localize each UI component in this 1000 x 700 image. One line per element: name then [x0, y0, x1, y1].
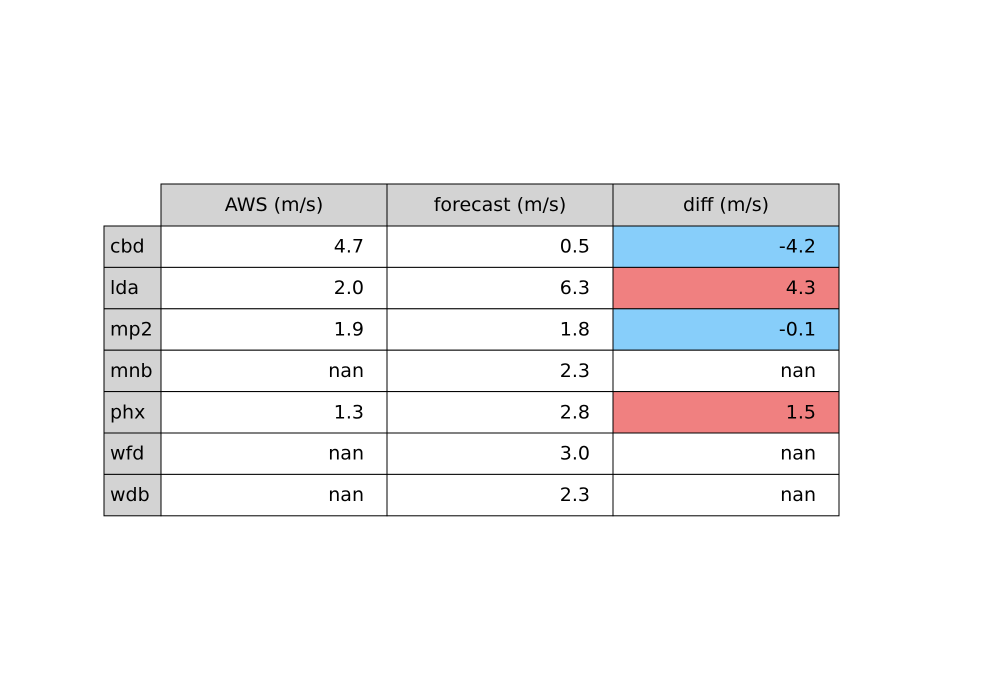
- column-header-label: forecast (m/s): [434, 194, 567, 216]
- column-header-cell: [386, 183, 614, 227]
- cell-value: 1.5: [786, 401, 816, 423]
- cell-value: 6.3: [560, 277, 590, 299]
- diff-cell: [612, 391, 840, 434]
- diff-cell: [612, 266, 840, 310]
- table-cell: [386, 308, 614, 351]
- row-label-cell: [103, 308, 162, 351]
- column-header-label: AWS (m/s): [225, 194, 323, 216]
- row-label: wdb: [110, 484, 150, 506]
- cell-value: 1.9: [334, 319, 364, 341]
- cell-value: -0.1: [779, 319, 816, 341]
- cell-value: 2.3: [560, 484, 590, 506]
- table-cell: [160, 432, 388, 475]
- table-cell: [160, 391, 388, 434]
- row-label-cell: [103, 391, 162, 434]
- cell-value: 2.3: [560, 360, 590, 382]
- row-label-cell: [103, 473, 162, 517]
- cell-value: nan: [328, 360, 364, 382]
- table-cell: [386, 266, 614, 310]
- cell-value: nan: [780, 443, 816, 465]
- diff-cell: [612, 349, 840, 393]
- diff-cell: [612, 473, 840, 517]
- cell-value: -4.2: [779, 236, 816, 258]
- cell-value: 4.3: [786, 277, 816, 299]
- diff-cell: [612, 432, 840, 475]
- cell-value: nan: [328, 484, 364, 506]
- column-header-label: diff (m/s): [683, 194, 769, 216]
- cell-value: 3.0: [560, 443, 590, 465]
- cell-value: 2.8: [560, 401, 590, 423]
- cell-value: nan: [780, 360, 816, 382]
- column-header-cell: [160, 183, 388, 227]
- diff-cell: [612, 308, 840, 351]
- cell-value: 1.3: [334, 401, 364, 423]
- table-cell: [386, 391, 614, 434]
- row-label: mnb: [110, 360, 153, 382]
- table-cell: [160, 473, 388, 517]
- cell-value: 1.8: [560, 319, 590, 341]
- cell-value: nan: [780, 484, 816, 506]
- row-label: lda: [110, 277, 139, 299]
- table-cell: [160, 349, 388, 393]
- cell-value: 2.0: [334, 277, 364, 299]
- cell-value: 4.7: [334, 236, 364, 258]
- row-label-cell: [103, 349, 162, 393]
- cell-value: 0.5: [560, 236, 590, 258]
- column-header-cell: [612, 183, 840, 227]
- row-label: mp2: [110, 319, 153, 341]
- row-label: wfd: [110, 443, 144, 465]
- table-cell: [386, 349, 614, 393]
- row-label: phx: [110, 401, 145, 423]
- row-label-cell: [103, 266, 162, 310]
- row-label: cbd: [110, 236, 145, 258]
- cell-value: nan: [328, 443, 364, 465]
- table-cell: [386, 225, 614, 268]
